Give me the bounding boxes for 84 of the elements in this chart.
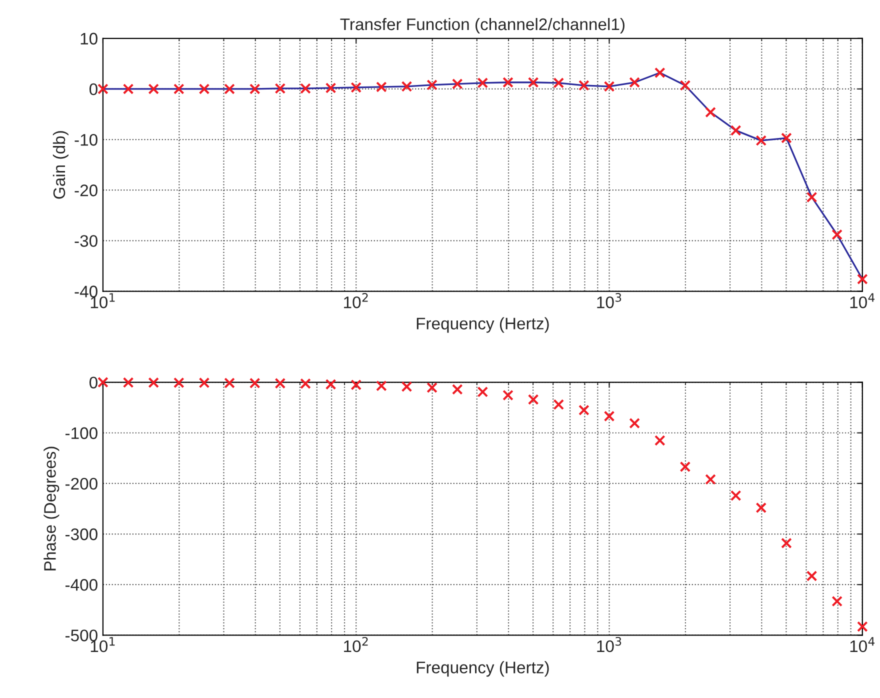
point <box>730 490 742 502</box>
y-tick-label: 0 <box>89 83 98 96</box>
point <box>528 394 539 405</box>
point <box>376 82 387 92</box>
point <box>832 229 843 240</box>
point <box>350 379 362 390</box>
point <box>604 410 615 422</box>
y-tick-label: -10 <box>74 134 98 146</box>
point <box>426 79 438 90</box>
x-axis-title: Frequency (Hertz) <box>416 661 549 677</box>
point <box>401 381 412 392</box>
y-tick-label: -30 <box>74 235 98 247</box>
point <box>274 378 286 389</box>
point <box>806 192 818 203</box>
point <box>832 596 843 607</box>
point <box>477 386 488 398</box>
point <box>224 84 235 94</box>
x-tick-label: 10$^{4}$ <box>850 293 875 308</box>
point <box>781 538 792 549</box>
point <box>856 621 868 632</box>
point <box>98 376 108 388</box>
point <box>122 84 134 94</box>
point <box>502 390 514 401</box>
point <box>528 76 539 88</box>
point <box>680 461 691 472</box>
point <box>224 378 235 388</box>
point <box>856 274 868 285</box>
point <box>730 125 742 136</box>
point <box>553 399 564 410</box>
x-axis-title: Frequency (Hertz) <box>416 317 549 333</box>
point <box>300 378 311 390</box>
point <box>173 377 184 388</box>
point <box>148 377 160 388</box>
point <box>629 76 640 88</box>
point <box>578 404 590 416</box>
point <box>249 84 260 94</box>
x-tick-label: 10$^{3}$ <box>597 293 622 308</box>
y-tick-label: -400 <box>65 579 98 591</box>
line-series <box>102 72 864 280</box>
y-tick-label: -300 <box>65 528 98 540</box>
point <box>198 84 210 94</box>
point <box>654 67 666 78</box>
point <box>680 80 691 91</box>
point <box>629 418 640 429</box>
y-tick-label: 0 <box>89 376 98 389</box>
point <box>198 377 210 388</box>
point <box>705 474 716 485</box>
point <box>502 76 514 88</box>
point <box>122 377 134 388</box>
point <box>300 83 311 94</box>
point <box>578 80 590 91</box>
y-axis-title: Gain (db) <box>52 131 68 199</box>
y-tick-label: -200 <box>65 478 98 490</box>
point <box>325 82 336 94</box>
point <box>350 82 362 93</box>
point <box>401 81 412 92</box>
point <box>98 84 108 94</box>
y-tick-label: -20 <box>74 184 98 196</box>
x-tick-label: 10$^{3}$ <box>597 636 622 652</box>
point <box>477 77 488 88</box>
point <box>756 135 767 146</box>
y-tick-label: 10 <box>80 32 98 45</box>
chart-title: Transfer Function (channel2/channel1) <box>340 18 624 34</box>
y-axis-title: Phase (Degrees) <box>44 446 60 570</box>
point <box>148 84 160 94</box>
point <box>705 106 716 118</box>
point <box>249 378 260 389</box>
point <box>781 132 792 144</box>
point <box>452 384 463 395</box>
point <box>756 502 767 514</box>
point <box>426 382 438 394</box>
x-tick-label: 10$^{4}$ <box>850 637 875 652</box>
point <box>553 77 564 88</box>
point <box>274 83 286 94</box>
y-tick-label: -100 <box>65 427 98 440</box>
point <box>654 435 666 446</box>
x-tick-label: 10$^{2}$ <box>344 636 368 652</box>
point <box>376 380 387 392</box>
point <box>604 81 615 92</box>
point <box>325 378 336 390</box>
point <box>173 84 184 94</box>
x-tick-label: 10$^{2}$ <box>344 293 368 308</box>
point <box>806 570 818 582</box>
point <box>452 78 463 90</box>
